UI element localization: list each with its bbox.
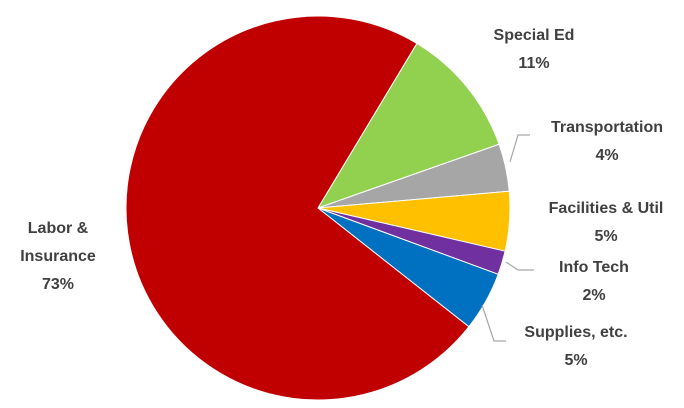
data-label-name: Supplies, etc.	[524, 324, 627, 341]
leader-line-supplies-etc	[481, 304, 506, 342]
data-label-name: Insurance	[20, 248, 96, 265]
pie-slices	[125, 15, 511, 401]
data-label-name: Labor &	[28, 220, 89, 237]
data-label-supplies-etc: Supplies, etc. 5%	[524, 324, 627, 369]
data-label-value: 73%	[42, 276, 74, 293]
data-label-transportation: Transportation 4%	[551, 119, 663, 164]
data-label-name: Transportation	[551, 119, 663, 136]
data-label-labor-insurance: Labor & Insurance 73%	[20, 220, 96, 293]
data-labels: Special Ed 11% Transportation 4% Facilities …	[20, 27, 663, 369]
data-label-value: 5%	[594, 228, 617, 245]
data-label-name: Special Ed	[494, 27, 575, 44]
data-label-name: Info Tech	[559, 259, 629, 276]
data-label-value: 2%	[582, 287, 605, 304]
leader-lines	[481, 134, 534, 342]
leader-line-transportation	[509, 134, 530, 163]
data-label-value: 11%	[518, 55, 549, 72]
pie-slice-special-ed	[316, 42, 500, 209]
data-label-value: 4%	[595, 147, 618, 164]
data-label-info-tech: Info Tech 2%	[559, 259, 629, 304]
leader-line-info-tech	[505, 261, 534, 271]
data-label-value: 5%	[564, 352, 587, 369]
data-label-special-ed: Special Ed 11%	[494, 27, 575, 72]
data-label-facilities-util: Facilities & Util 5%	[549, 200, 664, 245]
pie-slice-labor-insurance	[125, 15, 470, 401]
data-label-name: Facilities & Util	[549, 200, 664, 217]
